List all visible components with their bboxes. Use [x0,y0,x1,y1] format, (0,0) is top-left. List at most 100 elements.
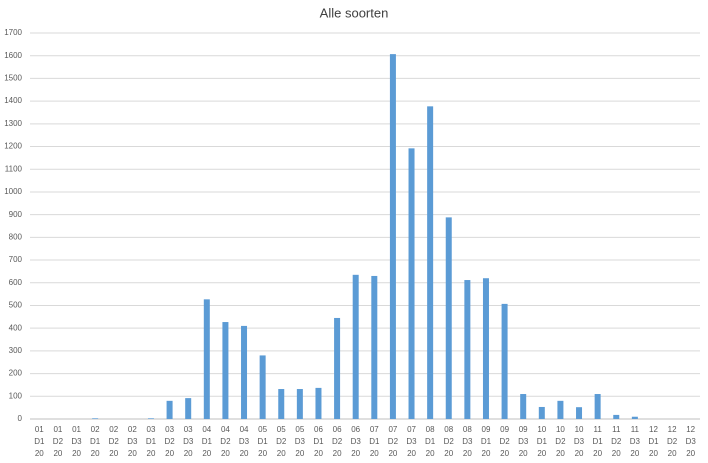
x-tick-label: 20 [500,449,509,458]
x-tick-label: 03 [165,425,174,434]
x-tick-label: 20 [109,449,118,458]
x-tick-label: D1 [648,437,659,446]
x-tick-label: D2 [276,437,287,446]
x-tick-label: 06 [314,425,323,434]
x-tick-label: 20 [612,449,621,458]
x-tick-label: 10 [537,425,546,434]
x-tick-label: D2 [555,437,566,446]
x-tick-label: 07 [388,425,397,434]
x-tick-label: D2 [667,437,678,446]
bar [520,394,527,419]
bar [557,400,564,419]
x-tick-label: 20 [649,449,658,458]
x-tick-label: D3 [574,437,585,446]
x-tick-label: 07 [407,425,416,434]
x-tick-label: D2 [220,437,231,446]
x-tick-label: 20 [277,449,286,458]
x-tick-label: 20 [128,449,137,458]
y-tick-label: 500 [9,301,23,310]
bar [427,106,434,419]
x-tick-label: 20 [295,449,304,458]
x-tick-label: 20 [575,449,584,458]
x-tick-label: 20 [556,449,565,458]
x-tick-label: 20 [202,449,211,458]
bar [222,322,229,419]
x-tick-label: 01 [53,425,62,434]
bar [259,355,266,419]
x-tick-label: D2 [499,437,510,446]
x-tick-label: D3 [351,437,362,446]
y-tick-label: 1400 [4,96,22,105]
bar [203,299,210,419]
x-tick-label: 20 [72,449,81,458]
y-tick-label: 400 [9,323,23,332]
x-tick-label: D1 [202,437,213,446]
bar [445,217,452,419]
x-tick-label: D1 [258,437,269,446]
x-tick-label: 09 [482,425,491,434]
y-tick-label: 1500 [4,74,22,83]
bar [241,325,248,419]
x-tick-label: 20 [53,449,62,458]
y-tick-label: 200 [9,369,23,378]
x-tick-label: 20 [482,449,491,458]
x-tick-label: 20 [388,449,397,458]
x-tick-label: 08 [444,425,453,434]
y-tick-label: 1600 [4,51,22,60]
x-tick-label: 20 [463,449,472,458]
bar [631,416,638,419]
x-tick-label: D1 [90,437,101,446]
y-tick-label: 300 [9,346,23,355]
x-tick-label: 03 [147,425,156,434]
y-tick-label: 600 [9,278,23,287]
x-tick-label: 10 [575,425,584,434]
x-tick-label: 20 [184,449,193,458]
y-tick-label: 1100 [5,164,23,173]
x-tick-label: 09 [500,425,509,434]
bar [594,394,601,419]
x-tick-label: 20 [147,449,156,458]
x-tick-label: 04 [240,425,249,434]
x-tick-label: 12 [686,425,695,434]
x-tick-label: D2 [388,437,399,446]
x-tick-label: 20 [686,449,695,458]
x-tick-label: D2 [53,437,64,446]
x-tick-label: 02 [128,425,137,434]
x-tick-label: D2 [164,437,175,446]
x-tick-label: 20 [426,449,435,458]
x-tick-label: D3 [71,437,82,446]
x-tick-label: 20 [444,449,453,458]
x-tick-label: 11 [631,425,640,434]
x-tick-label: D3 [462,437,473,446]
bar [315,387,322,419]
x-tick-label: 11 [593,425,602,434]
x-tick-label: D1 [146,437,157,446]
x-tick-label: D3 [518,437,529,446]
x-tick-label: 20 [221,449,230,458]
x-tick-label: 05 [258,425,267,434]
bar [92,418,99,419]
y-tick-label: 0 [18,414,23,423]
x-tick-label: 07 [370,425,379,434]
x-tick-label: 20 [370,449,379,458]
x-tick-label: D3 [630,437,641,446]
x-tick-label: 20 [333,449,342,458]
x-tick-label: 11 [612,425,621,434]
y-tick-label: 800 [9,232,23,241]
x-tick-label: 20 [314,449,323,458]
x-tick-label: 08 [463,425,472,434]
bar [482,278,489,419]
bar [408,148,415,419]
x-tick-label: D1 [369,437,380,446]
x-tick-label: 20 [258,449,267,458]
x-tick-label: 12 [649,425,658,434]
x-tick-label: D1 [34,437,45,446]
x-tick-label: 05 [277,425,286,434]
x-tick-label: 20 [630,449,639,458]
y-tick-label: 100 [9,391,23,400]
x-tick-label: D2 [109,437,120,446]
x-tick-label: 06 [351,425,360,434]
x-tick-label: 20 [351,449,360,458]
x-tick-label: D1 [481,437,492,446]
